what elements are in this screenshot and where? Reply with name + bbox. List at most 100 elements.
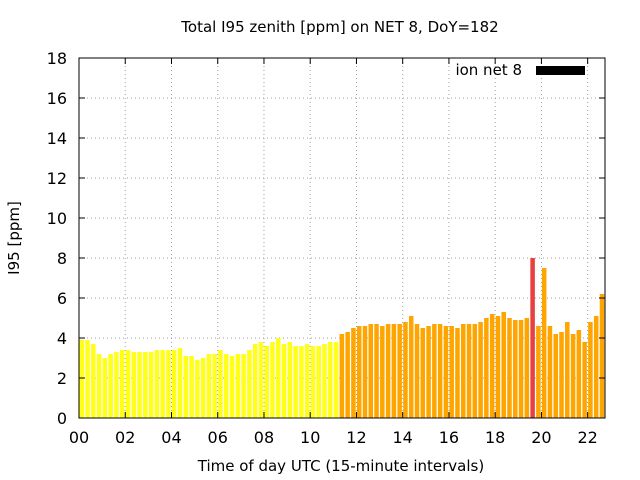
bars [79,258,605,418]
legend-swatch [536,66,585,75]
bar [455,328,460,418]
y-tick-label: 8 [57,249,67,268]
bar [131,352,137,418]
bar [391,324,397,418]
bar [437,324,443,418]
legend: ion net 8 [455,61,585,79]
bar [547,326,553,418]
bar [559,332,564,418]
bar [143,352,148,418]
x-tick-label: 12 [346,428,366,447]
bar [449,326,454,418]
x-tick-label: 02 [115,428,135,447]
bar [252,344,258,418]
x-tick-label: 22 [577,428,597,447]
bar [588,322,593,418]
bar [293,346,298,418]
bar [195,360,200,418]
bar [530,258,535,418]
legend-label: ion net 8 [455,61,522,79]
bar [582,342,587,418]
bar [304,344,310,418]
x-tick-label: 06 [208,428,228,447]
bar [114,352,119,418]
bar [258,342,264,418]
bar [518,320,524,418]
x-axis-label: Time of day UTC (15-minute intervals) [197,457,484,475]
bar [345,332,350,418]
bar [276,338,281,418]
bar [299,346,304,418]
bar [310,346,316,418]
x-tick-label: 20 [531,428,551,447]
bar [426,326,431,418]
bar [137,352,142,418]
bar [224,354,229,418]
bar [79,340,85,418]
bar [408,316,414,418]
bar [524,318,530,418]
bar [501,312,506,418]
bar [443,326,449,418]
bar [565,322,570,418]
bar [513,320,518,418]
bar [171,350,177,418]
y-tick-label: 16 [47,89,67,108]
bar [316,346,321,418]
bar [200,358,206,418]
bar [380,326,385,418]
bar [281,344,287,418]
x-tick-label: 10 [300,428,320,447]
bar [270,342,275,418]
bar [177,348,183,418]
bar [148,352,154,418]
bar [189,356,194,418]
bar [541,268,547,418]
y-tick-label: 14 [47,129,67,148]
x-tick-label: 14 [393,428,413,447]
bar [212,354,217,418]
bar [166,350,171,418]
y-axis-label: I95 [ppm] [5,201,23,275]
bar [96,354,102,418]
bar [154,350,160,418]
chart-title: Total I95 zenith [ppm] on NET 8, DoY=182 [180,18,498,36]
bar [356,326,362,418]
x-tick-label: 18 [485,428,505,447]
bar [85,340,90,418]
y-tick-label: 12 [47,169,67,188]
bar [466,324,472,418]
bar [478,322,483,418]
bar [183,356,189,418]
bar [374,324,379,418]
bar [593,316,599,418]
y-tick-label: 6 [57,289,67,308]
bar [91,344,96,418]
bar [235,354,241,418]
bar [414,324,420,418]
bar [160,350,165,418]
bar [460,324,466,418]
bar [507,318,512,418]
bar [403,322,408,418]
bar [206,354,212,418]
bar [241,354,246,418]
bar [472,324,478,418]
y-tick-label: 2 [57,369,67,388]
bar [362,326,368,418]
x-tick-label: 04 [161,428,181,447]
bar [385,324,391,418]
x-tick-label: 08 [254,428,274,447]
bar [484,318,489,418]
y-axis-ticks: 0 2 4 6 8 10 12 14 16 18 [47,49,605,428]
bar [218,350,223,418]
bar [108,354,113,418]
x-tick-label: 16 [439,428,459,447]
plot-frame [78,57,606,419]
bar [553,334,558,418]
bar [119,350,125,418]
bar [351,328,356,418]
bar [264,346,269,418]
bar [420,328,426,418]
